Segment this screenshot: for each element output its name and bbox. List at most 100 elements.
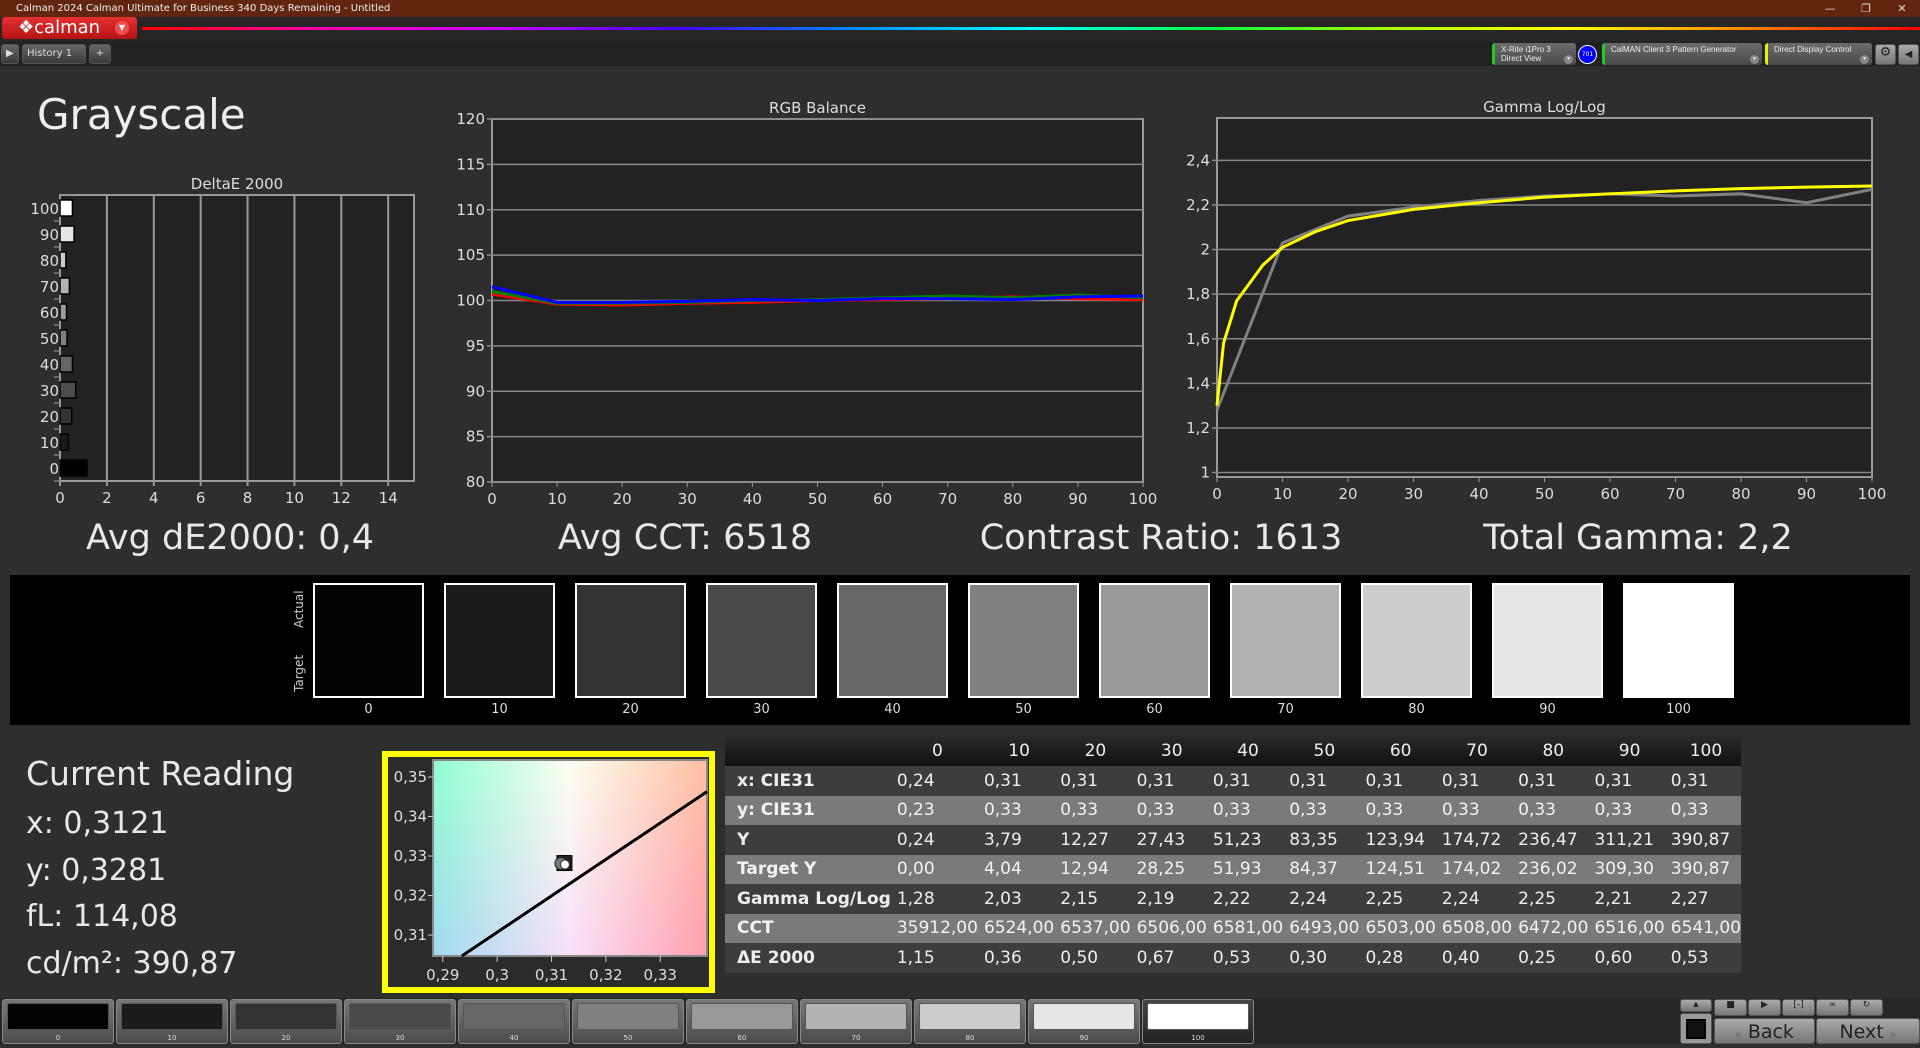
current-reading-title: Current Reading [26, 754, 295, 793]
x-tick-label: 70 [938, 490, 957, 508]
patch-button-20[interactable]: 20 [230, 999, 342, 1044]
row-label: ΔE 2000 [725, 943, 891, 973]
table-cell: 0,31 [1206, 766, 1284, 796]
play-icon[interactable]: ▶ [1, 44, 19, 64]
stop-toggle[interactable] [1680, 1013, 1712, 1044]
table-cell: 6506,00 [1130, 913, 1207, 943]
meter-badge[interactable]: 701 [1578, 45, 1597, 64]
tab-history-1[interactable]: History 1 [22, 44, 86, 64]
y-tick-label: 1,2 [1186, 419, 1210, 437]
patch-button-100[interactable]: 100 [1142, 999, 1254, 1044]
table-cell: 0,31 [1512, 766, 1589, 796]
x-tick-label: 100 [1858, 485, 1887, 503]
current-cdm2: cd/m²: 390,87 [26, 946, 238, 981]
swatch-60 [1099, 583, 1210, 698]
back-button[interactable]: « Back [1714, 1018, 1815, 1044]
swatch-label: 0 [364, 702, 373, 717]
patch-button-80[interactable]: 80 [914, 999, 1026, 1044]
close-icon[interactable]: ✕ [1897, 2, 1907, 15]
x-tick-label: 8 [243, 489, 253, 507]
table-cell: 0,53 [1206, 943, 1284, 973]
x-tick-label: 100 [1129, 490, 1158, 508]
pattern-generator-selector[interactable]: CalMAN Client 3 Pattern Generator ▼ [1602, 43, 1762, 65]
table-cell: 2,15 [1054, 884, 1131, 914]
table-cell: 6541,00 [1664, 913, 1742, 943]
patch-button-50[interactable]: 50 [572, 999, 684, 1044]
table-cell: 0,23 [890, 795, 978, 825]
swatch-label: 30 [753, 702, 770, 717]
up-arrow-icon[interactable]: ▲ [1680, 999, 1712, 1012]
plot-border [432, 759, 708, 957]
contrast-stat: Contrast Ratio: 1613 [979, 518, 1343, 558]
table-row: x: CIE31 0,24 0,31 0,31 0,31 0,31 0,31 0,31 0,31… [725, 766, 1742, 796]
table-cell: 3,79 [977, 825, 1055, 855]
x-tick-label: 0 [487, 490, 497, 508]
patch-button-60[interactable]: 60 [686, 999, 798, 1044]
pattern-generator-name: CalMAN Client 3 Pattern Generator [1611, 45, 1737, 54]
table-cell: 0,33 [1588, 795, 1665, 825]
refresh-icon[interactable]: ↻ [1850, 999, 1883, 1016]
patch-color [1033, 1003, 1135, 1030]
table-cell: 309,30 [1588, 854, 1665, 884]
patch-button-10[interactable]: 10 [116, 999, 228, 1044]
patch-button-90[interactable]: 90 [1028, 999, 1140, 1044]
row-label: CCT [725, 913, 891, 943]
patch-color [349, 1003, 451, 1030]
patch-label: 20 [281, 1034, 291, 1042]
patch-label: 70 [851, 1034, 861, 1042]
swatch-100 [1623, 583, 1734, 698]
x-tick-label: 50 [808, 490, 827, 508]
row-label: Gamma Log/Log [725, 884, 891, 914]
target-gamma-line [1215, 184, 1873, 406]
avg-de-stat: Avg dE2000: 0,4 [86, 518, 374, 558]
swatch-50 [968, 583, 1079, 698]
play-icon[interactable]: ▶ [1748, 999, 1781, 1016]
meter-selector[interactable]: X-Rite i1Pro 3 Direct View ▼ [1492, 43, 1576, 65]
range-icon[interactable]: [-] [1782, 999, 1815, 1016]
table-cell: 0,40 [1435, 943, 1513, 973]
table-cell: 2,24 [1435, 884, 1513, 914]
next-button[interactable]: Next » [1816, 1018, 1920, 1044]
table-cell: 0,67 [1130, 943, 1207, 973]
table-cell: 6508,00 [1435, 913, 1513, 943]
display-control-selector[interactable]: Direct Display Control ▼ [1765, 43, 1872, 65]
column-header [725, 736, 891, 766]
stop-icon[interactable]: ■ [1714, 999, 1747, 1016]
x-tick-label: 70 [1666, 485, 1685, 503]
patch-color [463, 1003, 565, 1030]
patch-button-70[interactable]: 70 [800, 999, 912, 1044]
swatch-80 [1361, 583, 1472, 698]
patch-color [121, 1003, 223, 1030]
y-tick-label: 70 [40, 278, 59, 296]
table-cell: 0,00 [890, 854, 978, 884]
column-header: 80 [1512, 736, 1589, 766]
table-cell: 124,51 [1359, 854, 1436, 884]
reading-point-current [559, 859, 570, 870]
collapse-arrow-icon[interactable]: ◀ [1898, 44, 1919, 65]
column-header: 30 [1130, 736, 1207, 766]
patch-button-30[interactable]: 30 [344, 999, 456, 1044]
patch-button-0[interactable]: 0 [2, 999, 114, 1044]
patch-color [805, 1003, 907, 1030]
x-tick-label: 20 [613, 490, 632, 508]
patch-button-40[interactable]: 40 [458, 999, 570, 1044]
x-tick-label: 0,32 [589, 966, 622, 984]
restore-icon[interactable]: ❐ [1861, 2, 1871, 15]
table-cell: 4,04 [977, 854, 1055, 884]
x-tick-label: 14 [379, 489, 398, 507]
x-tick-label: 0 [1212, 485, 1222, 503]
y-tick-label: 0,31 [394, 926, 427, 944]
y-tick-label: 115 [456, 155, 485, 173]
y-tick-label: 0,33 [394, 847, 427, 865]
current-fl: fL: 114,08 [26, 899, 178, 934]
gear-icon[interactable]: ⚙ [1875, 44, 1896, 65]
chevron-down-icon: ▼ [1564, 55, 1573, 64]
y-tick-label: 40 [40, 356, 59, 374]
table-cell: 2,25 [1359, 884, 1436, 914]
loop-icon[interactable]: ∞ [1816, 999, 1849, 1016]
minimize-icon[interactable]: — [1824, 2, 1836, 15]
calman-menu-button[interactable]: ❖calman ▼ [2, 17, 137, 39]
x-tick-label: 50 [1535, 485, 1554, 503]
cie-chart-panel[interactable]: 0,29 0,3 0,31 0,32 0,33 0,31 0,32 0,33 0,34 0,35 [382, 751, 715, 993]
add-tab-button[interactable]: + [89, 44, 111, 64]
